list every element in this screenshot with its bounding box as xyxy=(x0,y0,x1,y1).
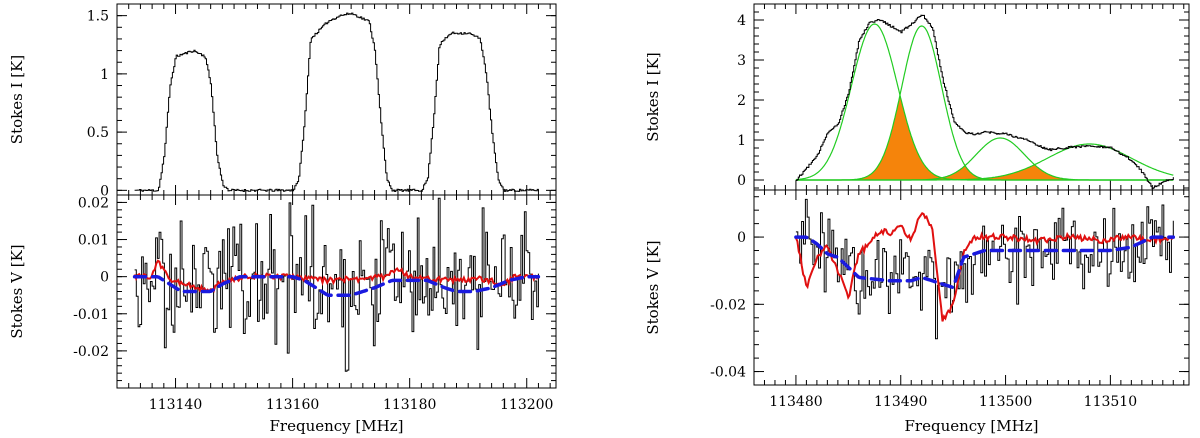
plot-frame xyxy=(754,4,1189,190)
data-layer xyxy=(796,199,1173,338)
data-layer xyxy=(796,15,1173,188)
y-tick-label: 0 xyxy=(100,270,109,286)
left-chart: 0 0.5 1 1.5 Stokes I [K] 0.02 0.01 0 -0.01 -0.02 S… xyxy=(8,4,556,435)
x-tick-label: 113480 xyxy=(769,394,822,410)
component-overlap-fill xyxy=(796,96,1173,180)
x-tick-label: 113140 xyxy=(149,397,202,413)
y-tick-label: 2 xyxy=(737,93,746,109)
x-axis-label: Frequency [MHz] xyxy=(270,417,404,435)
stokes-v-spectrum xyxy=(135,198,539,371)
y-tick-label: 1.5 xyxy=(87,9,109,25)
y-tick-label: 1 xyxy=(737,133,746,149)
y-tick-label: 0 xyxy=(737,173,746,189)
y-tick-label: -0.01 xyxy=(73,307,109,323)
y-axis-label: Stokes I [K] xyxy=(644,52,662,141)
y-tick-label: 3 xyxy=(737,53,746,69)
right-chart: 0 1 2 3 4 Stokes I [K] 0 -0.02 -0.04 Stokes V [K]… xyxy=(644,4,1189,435)
y-tick-label: 0 xyxy=(737,230,746,246)
figure: 0 0.5 1 1.5 Stokes I [K] 0.02 0.01 0 -0.01 -0.02 S… xyxy=(0,0,1200,438)
gaussian-component-1 xyxy=(796,24,1173,180)
x-tick-label: 113200 xyxy=(500,397,553,413)
y-axis-label: Stokes V [K] xyxy=(644,240,662,334)
data-layer xyxy=(135,13,539,191)
x-axis-label: Frequency [MHz] xyxy=(905,417,1039,435)
y-tick-label: 4 xyxy=(737,13,746,29)
stokes-i-spectrum xyxy=(796,15,1173,188)
stokes-v-spectrum xyxy=(796,199,1173,338)
x-tick-label: 113500 xyxy=(979,394,1032,410)
y-axis-label: Stokes V [K] xyxy=(8,244,26,338)
stokes-v-subplot: 0.02 0.01 0 -0.01 -0.02 Stokes V [K] xyxy=(8,195,556,388)
x-tick-label: 113490 xyxy=(874,394,927,410)
gaussian-component-4 xyxy=(796,144,1173,180)
y-axis-label: Stokes I [K] xyxy=(8,55,26,144)
data-layer xyxy=(135,198,539,371)
x-tick-label: 113510 xyxy=(1084,394,1137,410)
y-tick-label: 0.01 xyxy=(78,233,109,249)
y-tick-label: 0.5 xyxy=(87,125,109,141)
x-tick-label: 113180 xyxy=(383,397,436,413)
y-tick-label: -0.02 xyxy=(710,297,746,313)
gaussian-component-2 xyxy=(796,26,1173,180)
x-tick-label: 113160 xyxy=(266,397,319,413)
y-tick-label: -0.04 xyxy=(710,365,746,381)
gaussian-component-3 xyxy=(796,138,1173,180)
y-tick-label: -0.02 xyxy=(73,344,109,360)
stokes-v-subplot: 0 -0.02 -0.04 Stokes V [K] xyxy=(644,190,1189,385)
y-tick-label: 1 xyxy=(100,67,109,83)
stokes-i-spectrum xyxy=(135,13,539,191)
plot-frame xyxy=(117,4,556,195)
y-tick-label: 0.02 xyxy=(78,195,109,211)
stokes-i-subplot: 0 1 2 3 4 Stokes I [K] xyxy=(644,4,1189,190)
